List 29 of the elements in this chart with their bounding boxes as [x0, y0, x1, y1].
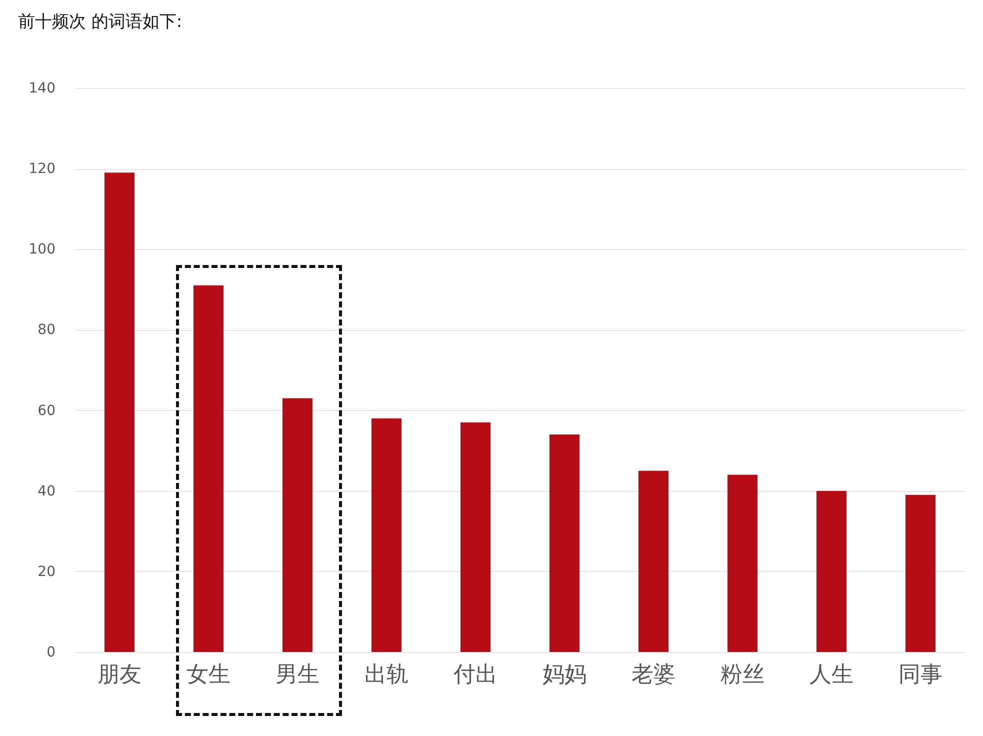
bar — [282, 398, 312, 652]
y-tick-label: 40 — [38, 483, 56, 500]
x-tick-label: 同事 — [898, 662, 942, 688]
x-tick-label: 妈妈 — [542, 662, 586, 688]
y-tick-label: 120 — [28, 161, 56, 178]
bar — [372, 418, 402, 652]
bar — [906, 494, 936, 652]
x-tick-label: 朋友 — [98, 662, 142, 688]
bar — [550, 434, 580, 652]
x-tick-label: 付出 — [452, 662, 498, 688]
y-tick-label: 60 — [38, 402, 56, 419]
y-tick-label: 100 — [28, 242, 56, 258]
x-tick-label: 人生 — [810, 662, 854, 688]
x-tick-label: 女生 — [186, 662, 230, 688]
bar — [104, 172, 134, 652]
y-tick-label: 20 — [38, 564, 56, 580]
bar — [460, 422, 490, 652]
y-tick-label: 0 — [46, 644, 56, 660]
x-tick-label: 男生 — [276, 662, 320, 688]
bar — [816, 490, 846, 652]
bar — [638, 470, 668, 652]
x-tick-label: 出轨 — [364, 662, 408, 688]
x-tick-label: 老婆 — [632, 662, 676, 688]
bar — [728, 474, 758, 652]
bar — [194, 285, 224, 652]
chart-title: 前十频次 的词语如下: — [18, 12, 182, 32]
x-tick-label: 粉丝 — [720, 662, 764, 688]
y-tick-label: 80 — [38, 322, 56, 338]
y-tick-label: 140 — [28, 80, 56, 96]
